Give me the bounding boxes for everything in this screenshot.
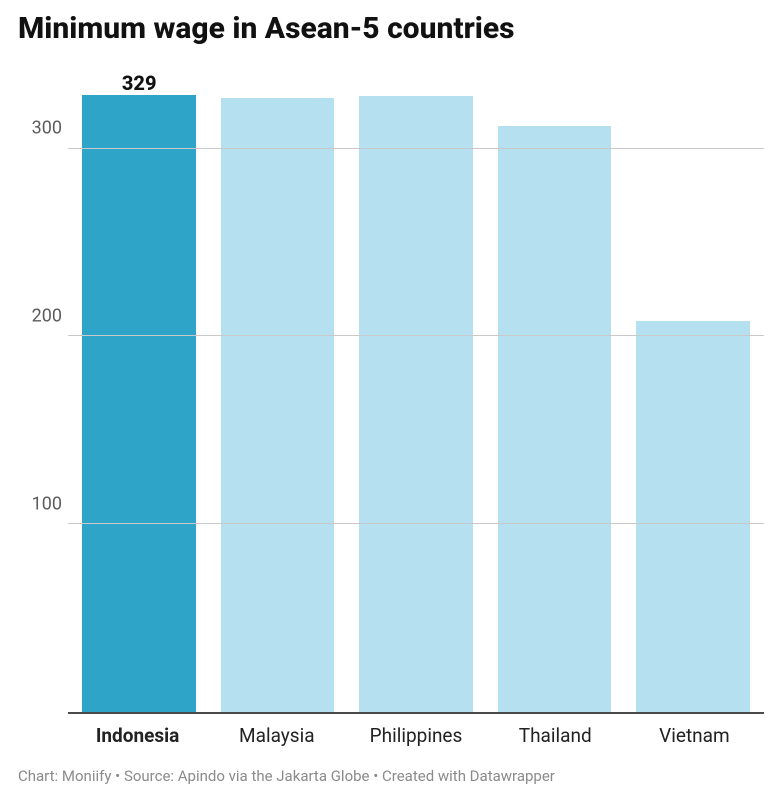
bar: 329: [82, 95, 195, 712]
bar-slot: [485, 65, 623, 712]
chart-footer: Chart: Moniify • Source: Apindo via the …: [18, 767, 764, 787]
gridline: [68, 523, 764, 524]
bar: [359, 96, 472, 711]
x-axis-label: Vietnam: [625, 724, 764, 747]
bar-slot: 329: [70, 65, 208, 712]
bar: [498, 126, 611, 711]
bar-value-label: 329: [122, 71, 157, 95]
x-axis: IndonesiaMalaysiaPhilippinesThailandViet…: [18, 724, 764, 747]
bar-slot: [208, 65, 346, 712]
gridline: [68, 148, 764, 149]
y-tick-label: 100: [32, 494, 62, 515]
x-axis-label: Thailand: [486, 724, 625, 747]
plot-area: 100 200 300 329: [18, 65, 764, 714]
x-axis-label: Philippines: [346, 724, 485, 747]
chart-title: Minimum wage in Asean-5 countries: [18, 12, 764, 47]
chart: 100 200 300 329 IndonesiaMalaysiaPhilippin…: [18, 65, 764, 747]
bars-row: 329: [68, 65, 764, 712]
bar-slot: [347, 65, 485, 712]
bars-box: 329: [68, 65, 764, 714]
y-tick-label: 200: [32, 306, 62, 327]
bar: [221, 98, 334, 711]
bar-slot: [624, 65, 762, 712]
x-axis-label: Malaysia: [207, 724, 346, 747]
y-axis: 100 200 300: [18, 65, 68, 714]
y-tick-label: 300: [32, 118, 62, 139]
x-axis-label: Indonesia: [68, 724, 207, 747]
gridline: [68, 335, 764, 336]
bar: [636, 321, 749, 711]
